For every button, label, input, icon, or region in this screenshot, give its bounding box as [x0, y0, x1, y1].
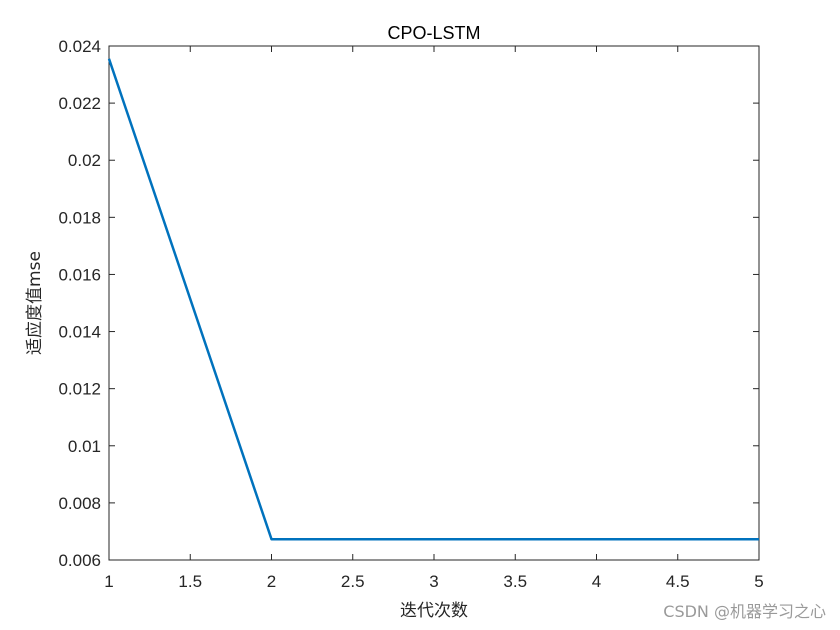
x-axis-ticks: 1 1.5 2 2.5 3 3.5 4 4.5 5: [104, 46, 764, 591]
y-tick-label: 0.012: [58, 380, 101, 399]
y-axis-ticks: 0.006 0.008 0.01 0.012 0.014 0.016 0.018 0.02 0.…: [58, 37, 759, 570]
y-tick-label: 0.022: [58, 94, 101, 113]
x-tick-label: 1.5: [178, 572, 202, 591]
series-layer: [107, 58, 760, 541]
y-tick-label: 0.016: [58, 265, 101, 284]
x-axis-label: 迭代次数: [400, 601, 468, 621]
x-tick-label: 5: [754, 572, 763, 591]
y-tick-label: 0.014: [58, 323, 101, 342]
y-tick-label: 0.01: [68, 437, 101, 456]
y-tick-label: 0.024: [58, 37, 101, 56]
plot-area: [108, 45, 760, 561]
watermark: CSDN @机器学习之心: [663, 602, 826, 621]
y-tick-label: 0.008: [58, 494, 101, 513]
x-tick-label: 2: [267, 572, 276, 591]
y-tick-label: 0.018: [58, 208, 101, 227]
x-tick-label: 3: [429, 572, 438, 591]
x-tick-label: 1: [104, 572, 113, 591]
x-tick-label: 3.5: [503, 572, 527, 591]
y-axis-label: 适应度值mse: [25, 251, 45, 355]
x-tick-label: 2.5: [341, 572, 365, 591]
x-tick-label: 4.5: [666, 572, 690, 591]
chart-title: CPO-LSTM: [387, 23, 480, 43]
y-tick-label: 0.006: [58, 551, 101, 570]
y-tick-label: 0.02: [68, 151, 101, 170]
x-tick-label: 4: [592, 572, 601, 591]
